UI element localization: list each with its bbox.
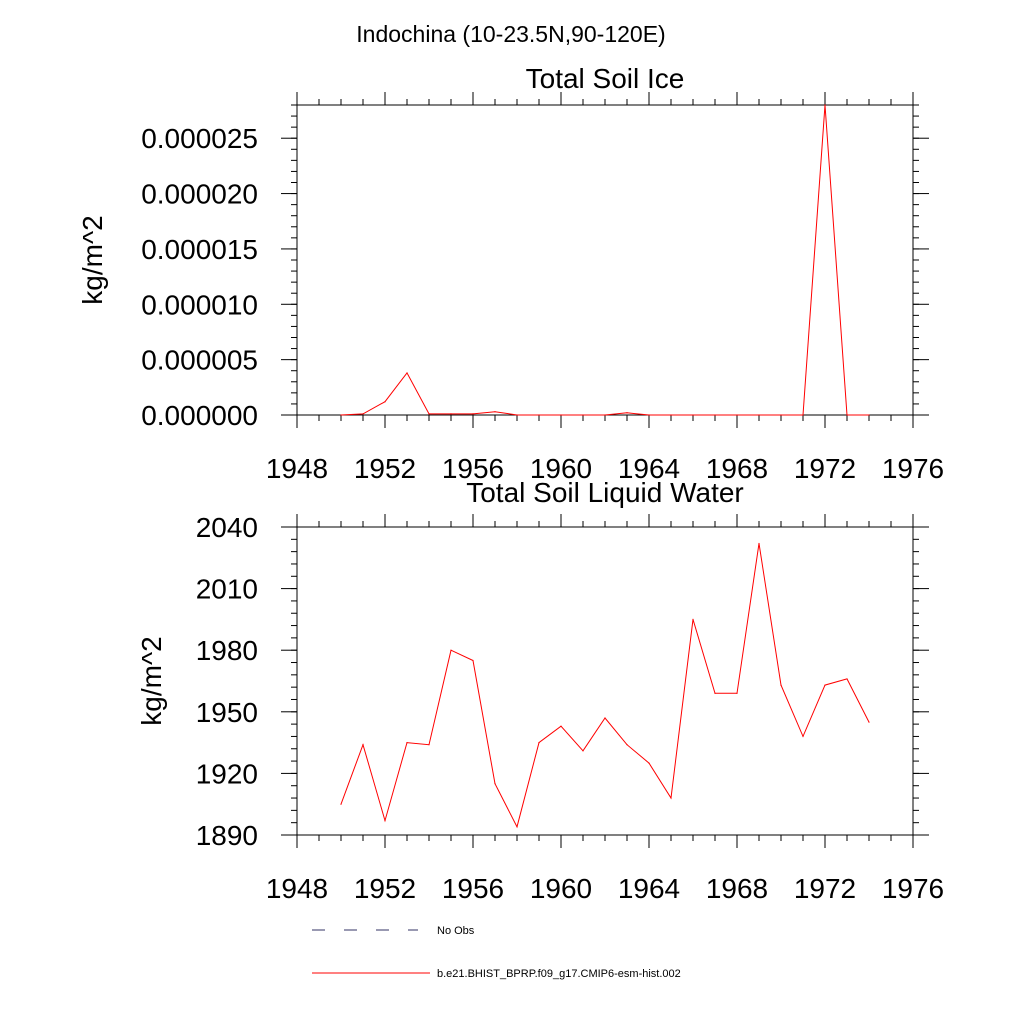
data-point xyxy=(450,413,452,415)
data-point xyxy=(406,372,408,374)
y-tick-label: 0.000020 xyxy=(141,179,258,210)
data-point xyxy=(670,797,672,799)
y-tick-label: 0.000015 xyxy=(141,234,258,265)
data-point xyxy=(736,692,738,694)
data-point xyxy=(340,414,342,416)
data-point xyxy=(560,725,562,727)
x-tick-label: 1956 xyxy=(442,453,504,484)
x-tick-label: 1964 xyxy=(618,453,680,484)
x-tick-label: 1968 xyxy=(706,453,768,484)
data-point xyxy=(560,414,562,416)
plot-frame xyxy=(296,104,914,416)
data-point xyxy=(736,414,738,416)
data-point xyxy=(846,678,848,680)
x-tick-label: 1952 xyxy=(354,453,416,484)
panel-total-soil-ice: Total Soil Ice kg/m^2 1948 1952 1956 1960 1964… xyxy=(77,63,944,484)
data-point xyxy=(516,414,518,416)
data-point xyxy=(340,803,342,805)
data-point xyxy=(428,413,430,415)
plot-frame xyxy=(296,526,914,836)
x-tick-label: 1972 xyxy=(794,453,856,484)
x-tick-label: 1976 xyxy=(882,453,944,484)
y-tick-label: 1920 xyxy=(196,758,258,789)
data-point xyxy=(714,414,716,416)
y-tick-label: 0.000010 xyxy=(141,289,258,320)
x-tick-label: 1972 xyxy=(794,873,856,904)
data-point xyxy=(384,820,386,822)
data-point xyxy=(648,762,650,764)
data-point xyxy=(692,414,694,416)
chart-title: Total Soil Liquid Water xyxy=(466,477,744,508)
data-point xyxy=(802,735,804,738)
x-tick-label: 1948 xyxy=(266,453,328,484)
y-tick-label: 1950 xyxy=(196,697,258,728)
data-point xyxy=(626,412,628,414)
data-point xyxy=(868,414,870,416)
data-point xyxy=(538,414,540,416)
data-point xyxy=(604,414,606,416)
y-tick-label: 0.000025 xyxy=(141,123,258,154)
data-point xyxy=(626,744,628,746)
series-line xyxy=(340,543,870,829)
y-tick-label: 1890 xyxy=(196,820,258,851)
y-tick-label: 0.000000 xyxy=(141,400,258,431)
data-point xyxy=(824,104,826,106)
data-point xyxy=(384,401,386,403)
x-tick-label: 1956 xyxy=(442,873,504,904)
chart-title: Total Soil Ice xyxy=(526,63,685,94)
data-point xyxy=(824,684,826,686)
data-point xyxy=(472,659,474,662)
x-tick-label: 1960 xyxy=(530,873,592,904)
y-axis-label: kg/m^2 xyxy=(136,636,167,725)
x-tick-label: 1948 xyxy=(266,873,328,904)
data-point xyxy=(362,744,364,746)
data-point xyxy=(758,542,760,545)
data-point xyxy=(758,414,760,416)
page-title: Indochina (10-23.5N,90-120E) xyxy=(356,21,665,47)
data-point xyxy=(692,618,694,621)
data-point xyxy=(714,692,716,694)
data-point xyxy=(450,649,452,651)
data-point xyxy=(538,742,540,744)
x-tick-label: 1976 xyxy=(882,873,944,904)
data-point xyxy=(846,414,848,416)
legend-label-no-obs: No Obs xyxy=(437,925,475,937)
data-point xyxy=(472,413,474,415)
data-point xyxy=(868,721,870,723)
data-point xyxy=(582,414,584,416)
y-tick-label: 2040 xyxy=(196,512,258,543)
x-tick-label: 1964 xyxy=(618,873,680,904)
data-point xyxy=(406,742,408,744)
x-tick-label: 1968 xyxy=(706,873,768,904)
data-point xyxy=(604,717,606,719)
y-tick-label: 0.000005 xyxy=(141,345,258,376)
y-tick-label: 1980 xyxy=(196,635,258,666)
series-line xyxy=(340,104,869,416)
y-tick-label: 2010 xyxy=(196,574,258,605)
data-point xyxy=(780,414,782,416)
data-point xyxy=(780,684,782,686)
data-point xyxy=(362,413,364,415)
panel-total-soil-liquid-water: Total Soil Liquid Water kg/m^2 1948 1952 195… xyxy=(136,477,944,904)
data-point xyxy=(494,411,496,413)
data-point xyxy=(582,750,584,752)
data-point xyxy=(802,414,804,416)
x-tick-label: 1960 xyxy=(530,453,592,484)
legend: No Obs b.e21.BHIST_BPRP.f09_g17.CMIP6-es… xyxy=(312,925,681,980)
data-point xyxy=(428,744,430,746)
data-point xyxy=(670,414,672,416)
data-point xyxy=(648,414,650,416)
x-tick-label: 1952 xyxy=(354,873,416,904)
data-point xyxy=(516,826,518,828)
data-point xyxy=(494,783,496,785)
y-axis-label: kg/m^2 xyxy=(77,215,108,304)
legend-label-model: b.e21.BHIST_BPRP.f09_g17.CMIP6-esm-hist.… xyxy=(437,968,681,980)
